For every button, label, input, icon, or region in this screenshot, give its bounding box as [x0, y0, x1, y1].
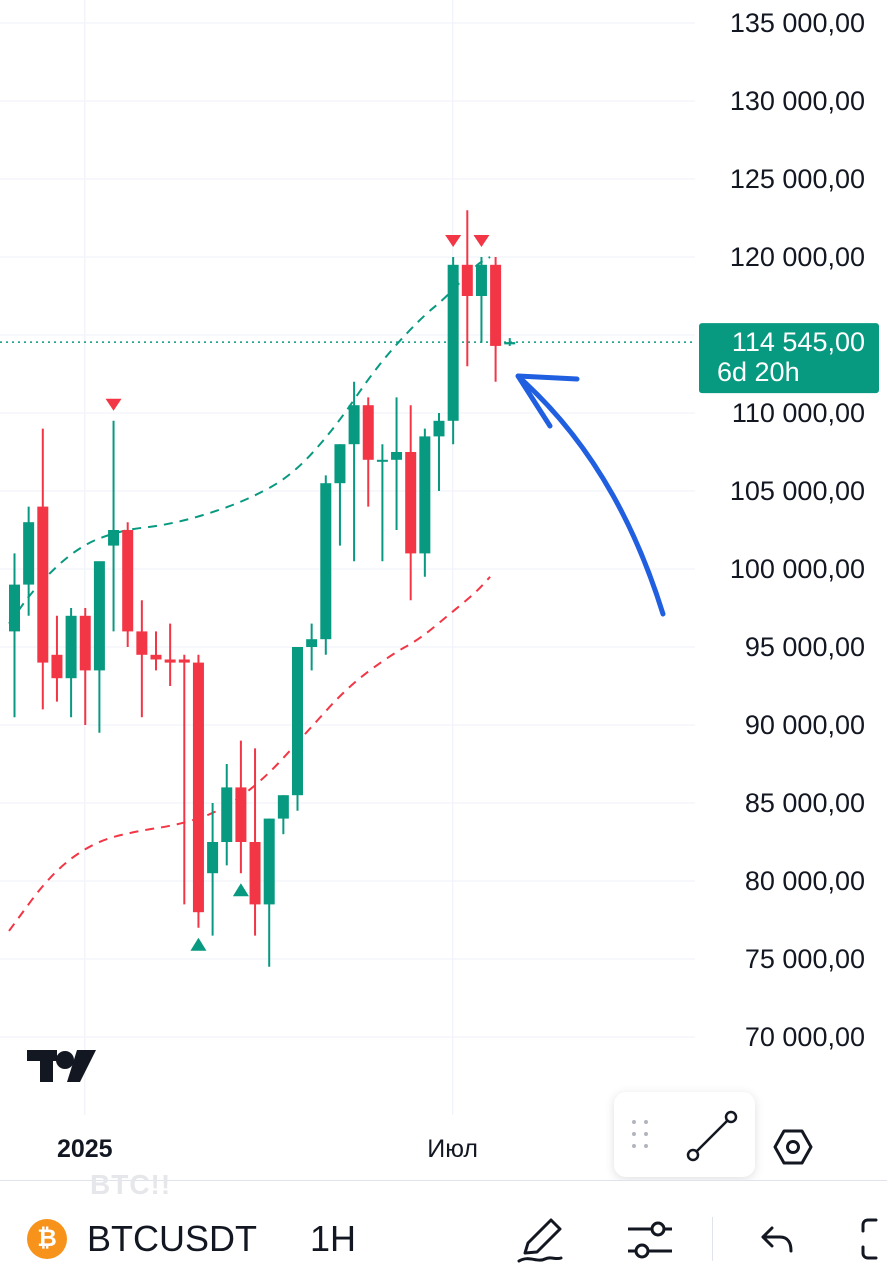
candle-body [136, 631, 148, 655]
drawing-tool-panel[interactable] [614, 1092, 755, 1177]
candle-body [122, 530, 134, 632]
time-label: 2025 [57, 1135, 113, 1163]
countdown-label: 6d 20h [717, 357, 800, 387]
upper-band-line [8, 256, 491, 625]
candle-body [178, 659, 190, 663]
candle-body [221, 787, 233, 842]
current-price-label: 114 545,00 [732, 327, 865, 357]
candle-body [376, 459, 388, 462]
price-tick-label: 135 000,00 [730, 8, 865, 38]
price-tick-label: 120 000,00 [730, 242, 865, 272]
annotation-arrow [515, 373, 666, 617]
hexagon-settings-icon[interactable] [773, 1128, 813, 1166]
candle-body [292, 647, 303, 796]
candle-body [93, 561, 105, 671]
candle-body [277, 795, 289, 819]
candle-body [461, 264, 473, 296]
price-tick-label: 105 000,00 [730, 476, 865, 506]
candle-body [348, 405, 360, 445]
toolbar-divider [712, 1217, 713, 1261]
candle-body [235, 787, 247, 842]
signal-markers [105, 235, 490, 951]
candlesticks [9, 210, 516, 967]
sell-signal-marker [445, 235, 462, 247]
buy-signal-marker [190, 937, 207, 951]
sell-signal-marker [473, 235, 490, 247]
candle-body [263, 818, 275, 905]
chart-grid [0, 0, 695, 1115]
candle-body [490, 264, 502, 346]
candle-body [79, 615, 91, 671]
price-tick-label: 100 000,00 [730, 554, 865, 584]
price-axis[interactable]: 135 000,00 130 000,00 125 000,00 120 000,00… [730, 8, 865, 1052]
time-axis[interactable]: 2025 Июл [57, 1135, 478, 1163]
price-tick-label: 130 000,00 [730, 86, 865, 116]
price-badge-bg [699, 323, 879, 394]
price-chart[interactable]: 135 000,00 130 000,00 125 000,00 120 000,00… [0, 0, 887, 1180]
candle-body [391, 452, 403, 460]
candle-body [150, 654, 162, 660]
bitcoin-icon[interactable]: ₿ [27, 1219, 67, 1259]
candle-body [108, 530, 120, 546]
candle-body [65, 615, 77, 679]
price-tick-label: 125 000,00 [730, 164, 865, 194]
bottom-toolbar: BTC!! ₿ BTCUSDT 1H [0, 1169, 887, 1281]
trend-line-icon[interactable] [684, 1108, 740, 1164]
price-tick-label: 110 000,00 [732, 398, 865, 428]
candle-body [207, 842, 219, 874]
chart-bands [8, 256, 491, 932]
candle-body [164, 659, 176, 663]
interval-button[interactable]: 1H [310, 1218, 357, 1259]
ghost-text: BTC!! [90, 1169, 172, 1200]
settings-sliders-icon[interactable] [624, 1217, 676, 1263]
symbol-button[interactable]: BTCUSDT [87, 1218, 257, 1259]
candle-body [362, 405, 374, 460]
candle-body [504, 342, 516, 345]
price-tick-label: 85 000,00 [745, 788, 865, 818]
price-tick-label: 80 000,00 [745, 866, 865, 896]
candle-body [306, 639, 318, 647]
price-tick-label: 90 000,00 [745, 710, 865, 740]
candle-body [192, 662, 204, 913]
candle-body [405, 452, 417, 554]
drag-handle-icon[interactable] [632, 1120, 652, 1150]
price-tick-label: 70 000,00 [745, 1022, 865, 1052]
buy-signal-marker [232, 883, 249, 897]
lower-band-line [8, 576, 491, 932]
price-tick-label: 95 000,00 [745, 632, 865, 662]
candle-body [249, 842, 261, 905]
candle-body [37, 506, 49, 663]
undo-icon[interactable] [758, 1221, 796, 1257]
candle-body [23, 522, 35, 585]
candle-body [433, 420, 445, 437]
pencil-icon[interactable] [515, 1213, 567, 1265]
candle-body [419, 436, 431, 554]
fullscreen-icon[interactable] [860, 1217, 887, 1261]
candle-body [51, 654, 63, 679]
tradingview-logo[interactable] [27, 1050, 96, 1082]
sell-signal-marker [105, 398, 122, 411]
candle-body [9, 584, 20, 632]
time-label: Июл [427, 1135, 478, 1163]
candle-body [447, 264, 459, 421]
candle-body [320, 483, 332, 640]
candle-body [475, 264, 487, 296]
candle-body [334, 444, 346, 484]
price-tick-label: 75 000,00 [745, 944, 865, 974]
